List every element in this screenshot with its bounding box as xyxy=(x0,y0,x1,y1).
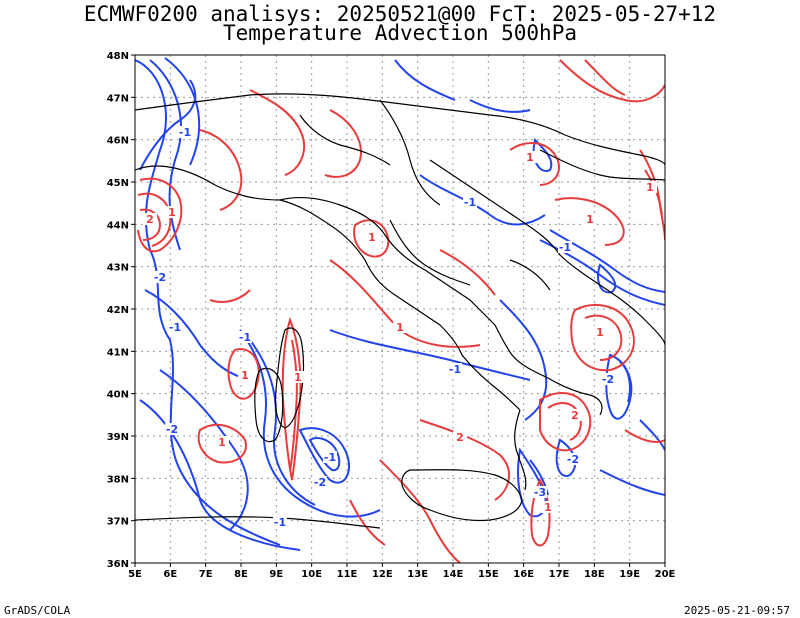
cold-contour-label: -1 xyxy=(464,196,476,209)
lat-label: 44N xyxy=(107,220,129,231)
cold-contour-label: -1 xyxy=(169,321,181,334)
lat-label: 48N xyxy=(107,51,129,62)
lon-label: 19E xyxy=(619,569,640,580)
lon-label: 6E xyxy=(163,569,177,580)
warm-contour-label: 1 xyxy=(396,321,404,334)
warm-contour-label-bg xyxy=(215,436,229,448)
lat-label: 36N xyxy=(107,559,129,570)
warm-contour-label: 1 xyxy=(526,151,534,164)
lat-label: 40N xyxy=(107,390,129,401)
warm-contour-label: 2 xyxy=(146,213,154,226)
warm-contour-label: 1 xyxy=(294,371,302,384)
cold-contour-label: -2 xyxy=(602,373,614,386)
cold-contour-label: -1 xyxy=(449,363,461,376)
cold-contour-label-bg xyxy=(238,331,252,343)
cold-contour-label-bg xyxy=(566,453,580,465)
cold-contour-label: -2 xyxy=(166,423,178,436)
cold-contour-label-bg xyxy=(533,486,547,498)
lon-label: 11E xyxy=(337,569,358,580)
cold-contour-label-bg xyxy=(153,271,167,283)
lon-label: 16E xyxy=(513,569,534,580)
contour-labels: 1 2 1 1 1 2 1 1 1 1 1 2 1 1 -1 -2 -1 -1 -2 -1 -2 -1 -3 -1 -2 -1 -2… xyxy=(143,126,657,529)
lon-label: 20E xyxy=(655,569,676,580)
lat-label: 47N xyxy=(107,93,129,104)
warm-contour-label-bg xyxy=(583,213,597,225)
lon-label: 14E xyxy=(443,569,464,580)
cold-contour-label: -1 xyxy=(559,241,571,254)
axis-tick-labels: 5E 6E 7E 8E 9E 10E 11E 12E 13E 14E 15E 16E 17E 18E 19E… xyxy=(107,51,676,580)
lon-label: 13E xyxy=(407,569,428,580)
lat-label: 39N xyxy=(107,432,129,443)
warm-contour-label: 1 xyxy=(646,181,654,194)
warm-contour-label-bg xyxy=(541,501,555,513)
warm-contour-label-bg xyxy=(643,181,657,193)
footer-credit: GrADS/COLA xyxy=(4,604,71,617)
cold-contour-label: -2 xyxy=(154,271,166,284)
cold-contour-label: -1 xyxy=(274,516,286,529)
footer-timestamp: 2025-05-21-09:57 xyxy=(684,604,790,617)
warm-contour-label-bg xyxy=(365,231,379,243)
warm-contour-label-bg xyxy=(593,326,607,338)
lon-label: 18E xyxy=(584,569,605,580)
warm-contour-label-bg xyxy=(291,371,305,383)
lon-label: 8E xyxy=(234,569,248,580)
lon-label: 15E xyxy=(478,569,499,580)
cold-contour-label-bg xyxy=(448,363,462,375)
cold-contour-label: -2 xyxy=(567,453,579,466)
cold-contour-label: -1 xyxy=(324,451,336,464)
map-subtitle: Temperature Advection 500hPa xyxy=(222,21,577,45)
lon-label: 10E xyxy=(301,569,322,580)
cold-contour-label: -3 xyxy=(534,486,546,499)
lon-label: 5E xyxy=(128,569,142,580)
warm-contour-label: 2 xyxy=(571,409,579,422)
lat-label: 42N xyxy=(107,305,129,316)
lat-label: 41N xyxy=(107,347,129,358)
lon-label: 17E xyxy=(549,569,570,580)
warm-contour-label: 1 xyxy=(586,213,594,226)
cold-contour-label-bg xyxy=(313,476,327,488)
warm-contour-label-bg xyxy=(393,321,407,333)
lat-label: 43N xyxy=(107,263,129,274)
lon-label: 12E xyxy=(372,569,393,580)
warm-contour-label: 2 xyxy=(456,431,464,444)
warm-contour-label-bg xyxy=(568,409,582,421)
map-title: ECMWF0200 analisys: 20250521@00 FcT: 202… xyxy=(83,2,717,26)
warm-contour-label-bg xyxy=(165,206,179,218)
lat-label: 37N xyxy=(107,517,129,528)
warm-contour-label: 1 xyxy=(368,231,376,244)
cold-contour-label: -1 xyxy=(179,126,191,139)
cold-contour-label-bg xyxy=(601,373,615,385)
coastline-borders xyxy=(135,93,665,529)
warm-contour-label-bg xyxy=(143,213,157,225)
warm-contour-label: 1 xyxy=(544,501,552,514)
grid-lines xyxy=(135,55,665,563)
cold-contour-label-bg xyxy=(463,196,477,208)
warm-contour-label: 1 xyxy=(596,326,604,339)
warm-contour-label: 1 xyxy=(168,206,176,219)
cold-contour-label: -2 xyxy=(314,476,326,489)
warm-contour-label: 1 xyxy=(218,436,226,449)
warm-contour-label-bg xyxy=(523,151,537,163)
cold-contour-label-bg xyxy=(168,321,182,333)
lon-label: 7E xyxy=(199,569,213,580)
cold-contour-label-bg xyxy=(558,241,572,253)
lat-label: 46N xyxy=(107,136,129,147)
cold-contour-label-bg xyxy=(323,451,337,463)
warm-contour-label-bg xyxy=(238,369,252,381)
lat-label: 38N xyxy=(107,474,129,485)
cold-contour-label-bg xyxy=(165,423,179,435)
cold-contour-label-bg xyxy=(273,516,287,528)
lat-label: 45N xyxy=(107,178,129,189)
warm-contour-label-bg xyxy=(453,431,467,443)
cold-contour-label-bg xyxy=(178,126,192,138)
lon-label: 9E xyxy=(269,569,283,580)
cold-contour-label: -1 xyxy=(239,331,251,344)
warm-contour-label: 1 xyxy=(241,369,249,382)
